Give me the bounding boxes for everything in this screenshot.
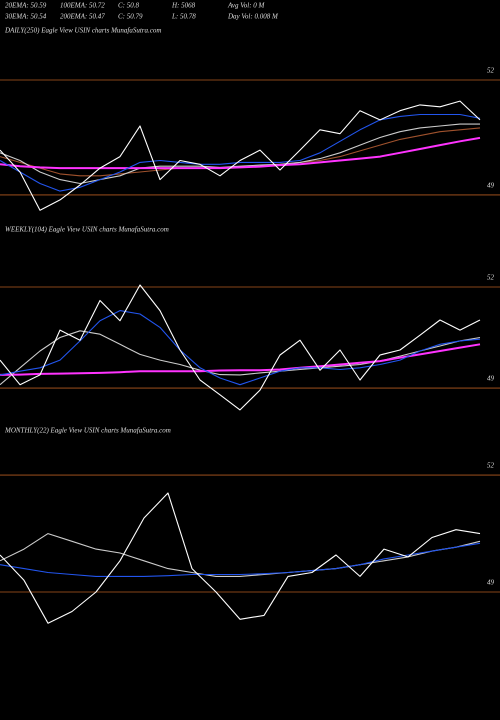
series-line (0, 284, 481, 411)
header-stat: L: 50.78 (171, 13, 196, 21)
header-stat: 200EMA: 50.47 (60, 13, 105, 21)
header-stat: C: 50.79 (118, 13, 143, 21)
header-stat: 100EMA: 50.72 (60, 2, 105, 10)
header-stat: Avg Vol: 0 M (227, 2, 266, 10)
header-stat: C: 50.8 (118, 2, 140, 10)
series-line (0, 330, 481, 386)
series-line (0, 136, 481, 170)
y-tick-label: 49 (487, 579, 495, 587)
y-tick-label: 52 (487, 67, 495, 75)
y-tick-label: 52 (487, 274, 495, 282)
series-line (0, 100, 481, 211)
series-line (0, 343, 481, 376)
header-stat: H: 5068 (171, 2, 196, 10)
series-line (0, 542, 481, 577)
series-line (0, 113, 481, 192)
series-line (0, 492, 481, 624)
series-line (0, 310, 481, 386)
y-tick-label: 52 (487, 462, 495, 470)
panel-title: WEEKLY(104) Eagle View USIN charts Munaf… (5, 226, 169, 234)
header-stat: 30EMA: 50.54 (4, 13, 47, 21)
y-tick-label: 49 (487, 182, 495, 190)
panel-title: DAILY(250) Eagle View USIN charts Munafa… (4, 27, 161, 35)
series-line (0, 533, 481, 577)
series-line (0, 123, 480, 185)
header-stat: Day Vol: 0.008 M (227, 13, 279, 21)
panel-title: MONTHLY(22) Eagle View USIN charts Munaf… (4, 427, 171, 435)
header-stat: 20EMA: 50.59 (5, 2, 47, 10)
y-tick-label: 49 (487, 375, 495, 383)
